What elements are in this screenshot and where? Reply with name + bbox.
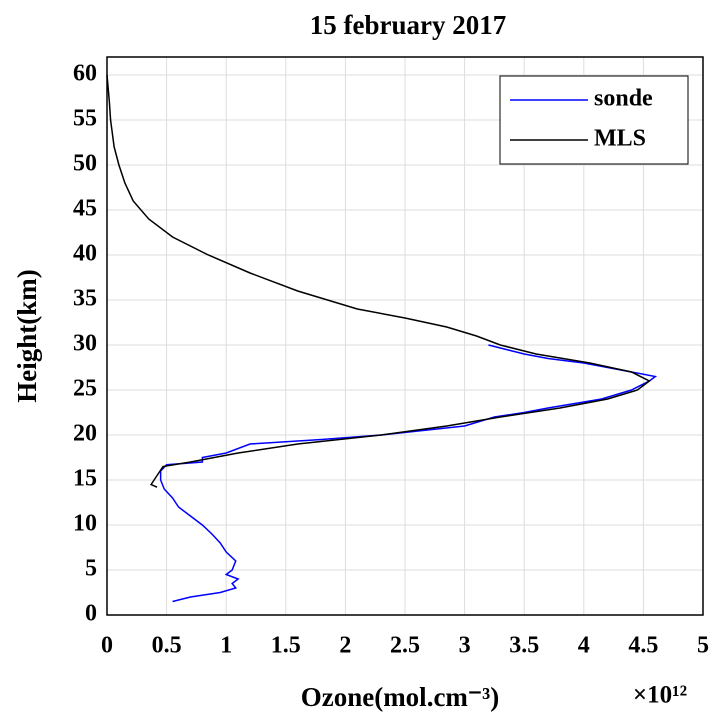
legend-label: MLS bbox=[594, 126, 646, 152]
y-tick-label: 45 bbox=[73, 196, 97, 222]
y-tick-label: 20 bbox=[73, 421, 97, 447]
y-tick-label: 5 bbox=[85, 556, 97, 582]
y-axis-label: Height(km) bbox=[12, 269, 42, 402]
x-tick-label: 2.5 bbox=[390, 633, 420, 659]
x-tick-label: 4.5 bbox=[628, 633, 658, 659]
y-tick-label: 15 bbox=[73, 466, 97, 492]
x-tick-label: 5 bbox=[697, 633, 709, 659]
x-tick-label: 4 bbox=[578, 633, 590, 659]
x-tick-label: 3 bbox=[459, 633, 471, 659]
series-line bbox=[159, 344, 658, 603]
x-axis-label: Ozone(mol.cm⁻³) bbox=[301, 682, 500, 712]
x-multiplier: ×10¹² bbox=[633, 682, 687, 709]
y-tick-label: 0 bbox=[85, 601, 97, 627]
y-tick-label: 50 bbox=[73, 151, 97, 177]
y-tick-label: 35 bbox=[73, 286, 97, 312]
y-tick-label: 30 bbox=[73, 331, 97, 357]
x-tick-label: 0 bbox=[101, 633, 113, 659]
legend-label: sonde bbox=[594, 86, 653, 112]
y-tick-label: 55 bbox=[73, 106, 97, 132]
y-tick-label: 25 bbox=[73, 376, 97, 402]
plot-frame bbox=[106, 56, 704, 616]
x-tick-label: 1.5 bbox=[271, 633, 301, 659]
chart-title: 15 february 2017 bbox=[310, 10, 506, 40]
x-tick-label: 3.5 bbox=[509, 633, 539, 659]
y-tick-label: 40 bbox=[73, 241, 97, 267]
y-tick-label: 10 bbox=[73, 511, 97, 537]
series-line bbox=[106, 74, 651, 488]
x-tick-label: 1 bbox=[220, 633, 232, 659]
x-tick-label: 2 bbox=[339, 633, 351, 659]
x-tick-label: 0.5 bbox=[152, 633, 182, 659]
y-tick-label: 60 bbox=[73, 61, 97, 87]
legend-box bbox=[499, 75, 689, 165]
